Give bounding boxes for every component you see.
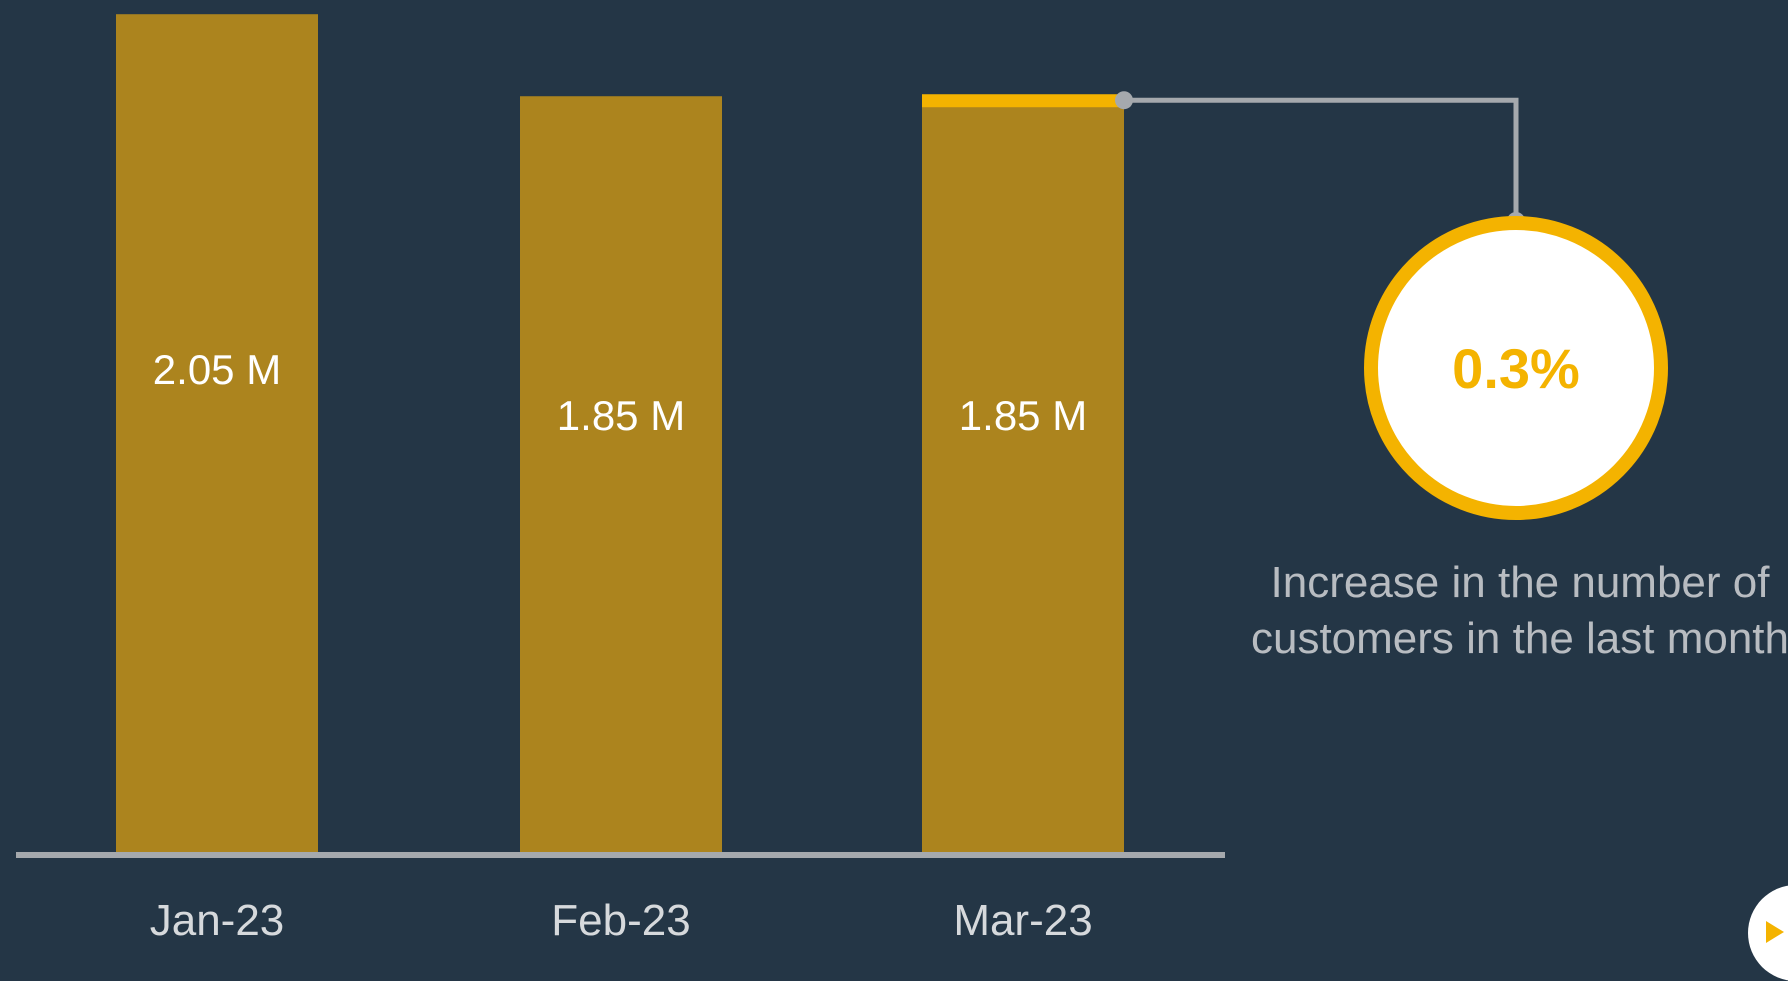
x-tick-label: Mar-23 [953, 896, 1092, 943]
bar-mar-23 [922, 96, 1124, 856]
bar-value-label: 1.85 M [557, 392, 685, 439]
bar-chart: 2.05 M Jan-23 1.85 M Feb-23 1.85 M Mar-23 0.3… [16, 14, 1668, 943]
bar-jan-23 [116, 14, 318, 856]
x-tick-label: Jan-23 [150, 896, 285, 943]
callout-value: 0.3% [1452, 337, 1580, 400]
bars [116, 14, 1124, 856]
connector-start-dot [1115, 91, 1133, 110]
bar-feb-23 [520, 96, 722, 856]
bar-value-label: 1.85 M [959, 392, 1087, 439]
x-tick-label: Feb-23 [551, 896, 690, 943]
callout-circle [1364, 216, 1668, 520]
bar-value-label: 2.05 M [153, 346, 281, 393]
play-icon [1766, 921, 1784, 943]
callout-connector [1124, 97, 1519, 221]
bar-highlight-top [922, 94, 1124, 108]
slide: 2.05 M Jan-23 1.85 M Feb-23 1.85 M Mar-23 0.3… [16, 14, 1788, 981]
callout-description: Increase in the number of customers in t… [1250, 558, 1788, 663]
labels: 2.05 M Jan-23 1.85 M Feb-23 1.85 M Mar-23 [150, 346, 1093, 943]
